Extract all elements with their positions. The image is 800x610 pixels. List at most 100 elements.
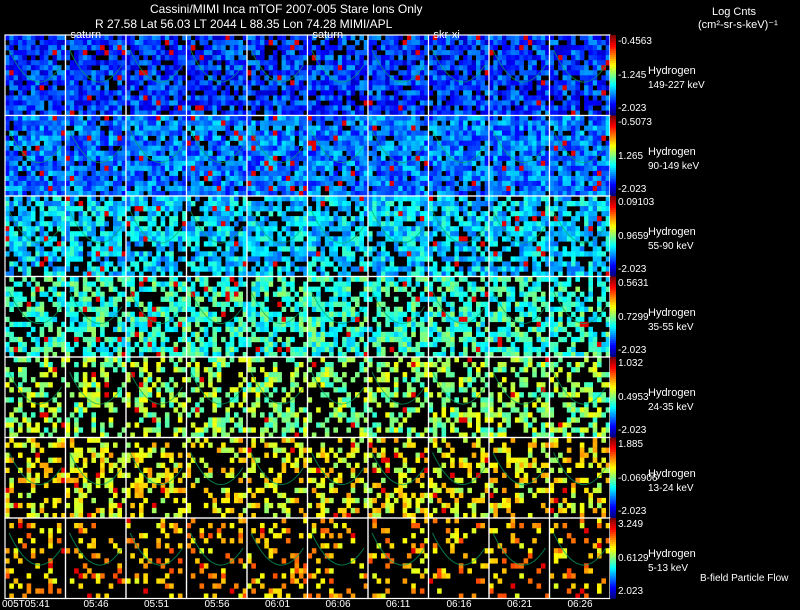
pixel-cell bbox=[260, 236, 265, 242]
pixel-cell bbox=[221, 115, 226, 121]
pixel-cell bbox=[82, 95, 88, 101]
pixel-cell bbox=[52, 65, 58, 71]
pixel-cell bbox=[523, 105, 529, 111]
pixel-cell bbox=[108, 196, 114, 202]
pixel-cell bbox=[52, 60, 58, 66]
pixel-cell bbox=[285, 180, 291, 187]
pixel-cell bbox=[497, 160, 503, 167]
pixel-cell bbox=[601, 60, 606, 66]
pixel-cell bbox=[411, 105, 416, 111]
pixel-cell bbox=[247, 60, 252, 66]
pixel-cell bbox=[5, 80, 10, 86]
pixel-cell bbox=[143, 40, 148, 46]
pixel-cell bbox=[113, 45, 118, 51]
pixel-cell bbox=[147, 145, 153, 151]
pixel-cell bbox=[320, 95, 326, 101]
pixel-cell bbox=[164, 55, 170, 61]
pixel-cell bbox=[463, 55, 468, 61]
pixel-cell bbox=[571, 115, 576, 121]
pixel-cell bbox=[139, 271, 144, 277]
pixel-cell bbox=[242, 185, 248, 192]
colorbar-segment bbox=[610, 89, 616, 92]
pixel-cell bbox=[260, 70, 265, 76]
pixel-cell bbox=[229, 160, 235, 167]
pixel-cell bbox=[78, 256, 84, 262]
pixel-cell bbox=[65, 50, 71, 56]
pixel-cell bbox=[502, 145, 507, 151]
pixel-cell bbox=[549, 105, 555, 111]
pixel-cell bbox=[13, 110, 19, 116]
pixel-cell bbox=[320, 165, 326, 172]
pixel-cell bbox=[56, 40, 62, 46]
pixel-cell bbox=[355, 216, 360, 222]
pixel-cell bbox=[164, 185, 170, 192]
pixel-cell bbox=[298, 266, 304, 272]
pixel-cell bbox=[43, 251, 49, 257]
pixel-cell bbox=[320, 246, 326, 252]
pixel-cell bbox=[402, 150, 408, 156]
pixel-cell bbox=[113, 266, 118, 272]
pixel-cell bbox=[532, 60, 537, 66]
pixel-cell bbox=[592, 65, 598, 71]
pixel-cell bbox=[385, 40, 390, 46]
pixel-cell bbox=[190, 130, 196, 136]
pixel-cell bbox=[61, 155, 66, 162]
pixel-cell bbox=[221, 45, 226, 51]
pixel-cell bbox=[450, 40, 455, 46]
pixel-cell bbox=[169, 90, 174, 96]
pixel-cell bbox=[355, 145, 360, 151]
pixel-cell bbox=[251, 110, 256, 116]
pixel-cell bbox=[225, 165, 230, 172]
pixel-cell bbox=[190, 160, 196, 167]
pixel-cell bbox=[177, 140, 183, 146]
pixel-cell bbox=[39, 251, 45, 257]
colorbar-segment bbox=[610, 187, 616, 191]
pixel-cell bbox=[104, 135, 109, 141]
pixel-cell bbox=[30, 150, 36, 156]
pixel-cell bbox=[571, 45, 576, 51]
pixel-cell bbox=[510, 145, 516, 151]
pixel-cell bbox=[389, 100, 395, 106]
pixel-cell bbox=[255, 135, 261, 141]
pixel-cell bbox=[247, 231, 252, 237]
pixel-cell bbox=[130, 160, 135, 167]
pixel-cell bbox=[458, 135, 464, 141]
pixel-cell bbox=[48, 120, 53, 126]
pixel-cell bbox=[251, 221, 256, 227]
pixel-cell bbox=[467, 35, 472, 41]
pixel-cell bbox=[69, 90, 75, 96]
colorbar-segment bbox=[610, 139, 616, 143]
pixel-cell bbox=[562, 50, 568, 56]
pixel-cell bbox=[303, 120, 308, 126]
pixel-cell bbox=[294, 75, 300, 81]
pixel-cell bbox=[69, 165, 75, 172]
pixel-cell bbox=[113, 170, 118, 177]
pixel-cell bbox=[406, 165, 412, 172]
pixel-cell bbox=[74, 206, 79, 212]
pixel-cell bbox=[195, 120, 200, 126]
pixel-cell bbox=[26, 135, 32, 141]
pixel-cell bbox=[316, 50, 321, 56]
pixel-cell bbox=[450, 50, 455, 56]
pixel-cell bbox=[177, 165, 183, 172]
pixel-cell bbox=[139, 60, 144, 66]
pixel-cell bbox=[221, 231, 226, 237]
pixel-cell bbox=[575, 50, 580, 56]
pixel-cell bbox=[303, 150, 308, 156]
pixel-cell bbox=[268, 165, 274, 172]
pixel-cell bbox=[523, 165, 529, 172]
pixel-cell bbox=[260, 95, 265, 101]
pixel-cell bbox=[350, 70, 356, 76]
pixel-cell bbox=[571, 175, 576, 182]
pixel-cell bbox=[173, 75, 179, 81]
pixel-cell bbox=[147, 40, 153, 46]
pixel-cell bbox=[532, 160, 537, 167]
pixel-cell bbox=[74, 75, 79, 81]
pixel-cell bbox=[264, 125, 269, 131]
pixel-cell bbox=[502, 40, 507, 46]
pixel-cell bbox=[540, 180, 546, 187]
pixel-cell bbox=[272, 115, 278, 121]
pixel-cell bbox=[30, 90, 36, 96]
pixel-cell bbox=[424, 115, 429, 121]
pixel-cell bbox=[182, 135, 187, 141]
